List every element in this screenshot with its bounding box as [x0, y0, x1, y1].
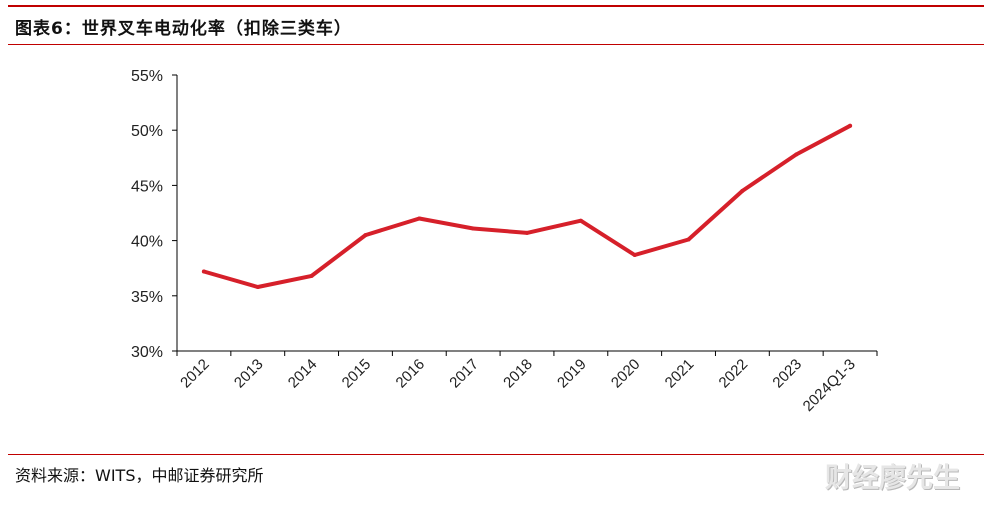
data-point [363, 233, 368, 238]
y-tick-label: 55% [131, 68, 163, 85]
watermark: 财经廖先生 [825, 463, 960, 494]
x-tick-label: 2023 [769, 356, 805, 392]
x-tick-label: 2018 [500, 356, 536, 392]
y-tick-label: 30% [131, 344, 163, 361]
y-tick-label: 45% [131, 178, 163, 195]
x-tick-label: 2013 [231, 356, 267, 392]
data-point [417, 216, 422, 221]
source-note: 资料来源：WITS，中邮证券研究所 [15, 466, 264, 485]
data-point [632, 252, 637, 257]
y-tick-label: 50% [131, 123, 163, 140]
data-point [578, 218, 583, 223]
x-tick-label: 2021 [662, 356, 698, 392]
data-point [201, 269, 206, 274]
data-point [686, 237, 691, 242]
x-tick-label: 2012 [177, 356, 213, 392]
x-tick-label: 2015 [339, 356, 375, 392]
footer-rule [8, 454, 984, 455]
data-point [309, 273, 314, 278]
data-point [740, 188, 745, 193]
figure-title: 图表6：世界叉车电动化率（扣除三类车） [15, 19, 352, 39]
data-point [255, 284, 260, 289]
x-tick-label: 2016 [393, 356, 429, 392]
data-point [471, 226, 476, 231]
x-tick-label: 2024Q1-3 [800, 356, 859, 415]
series-line [201, 123, 853, 289]
data-point [525, 230, 529, 235]
y-tick-label: 35% [131, 289, 163, 306]
x-tick-label: 2014 [285, 356, 321, 392]
header-rule [8, 44, 984, 45]
x-tick-label: 2022 [716, 356, 752, 392]
x-tick-label: 2017 [446, 356, 482, 392]
x-tick-label: 2019 [554, 356, 590, 392]
x-tick-label: 2020 [608, 356, 644, 392]
data-point [848, 123, 853, 128]
top-rule [8, 5, 984, 7]
data-point [794, 152, 799, 157]
y-tick-label: 40% [131, 234, 163, 251]
